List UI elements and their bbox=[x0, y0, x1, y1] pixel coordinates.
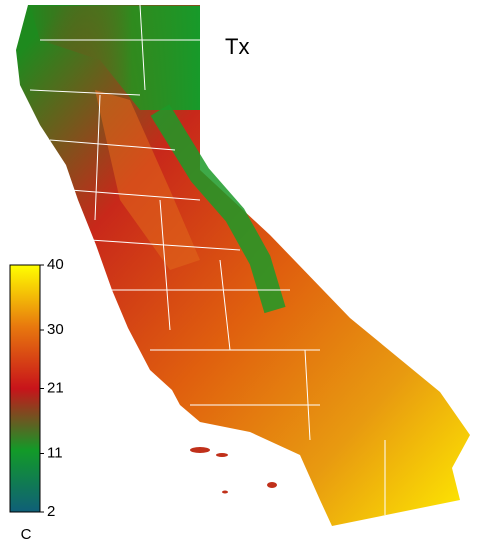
northern-highlands bbox=[30, 6, 200, 110]
colorbar-unit: C bbox=[21, 526, 32, 543]
colorbar-tick-label: 30 bbox=[47, 321, 64, 338]
colorbar: 2 11 21 30 40 bbox=[9, 256, 64, 520]
california-map bbox=[16, 4, 470, 526]
valley bbox=[95, 90, 200, 270]
colorbar-tick-label: 40 bbox=[47, 256, 64, 273]
colorbar-tick-label: 11 bbox=[47, 444, 63, 461]
colorbar-tick-label: 21 bbox=[47, 379, 64, 396]
map-title: Tx bbox=[225, 34, 249, 59]
colorbar-tick-label: 2 bbox=[47, 503, 55, 520]
county-lines bbox=[29, 4, 386, 515]
channel-islands bbox=[190, 447, 277, 494]
state-shape bbox=[16, 5, 470, 526]
sierra-band bbox=[150, 104, 286, 314]
colorbar-fill bbox=[9, 264, 41, 513]
